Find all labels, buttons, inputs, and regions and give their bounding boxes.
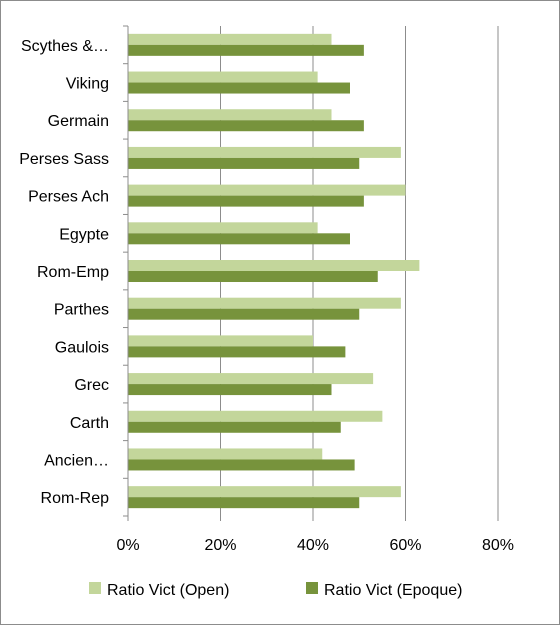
category-label: Grec	[74, 377, 109, 394]
bar-epoque	[128, 497, 360, 509]
bar-open	[128, 410, 383, 422]
bar-open	[128, 486, 401, 498]
bar-open	[128, 335, 313, 347]
bar-epoque	[128, 308, 360, 320]
legend-swatch-epoque	[306, 582, 318, 594]
legend-label-open: Ratio Vict (Open)	[107, 582, 229, 599]
category-label: Scythes &…	[21, 38, 109, 55]
category-label: Egypte	[59, 226, 109, 243]
bar-epoque	[128, 421, 341, 433]
category-label: Germain	[48, 113, 109, 130]
bar-open	[128, 146, 401, 158]
axes	[123, 25, 499, 521]
x-tick-label: 0%	[116, 537, 139, 554]
bar-epoque	[128, 346, 346, 358]
bar-open	[128, 109, 332, 121]
category-label: Perses Sass	[19, 151, 109, 168]
bar-epoque	[128, 271, 378, 282]
bar-open	[128, 373, 374, 385]
category-label: Rom-Emp	[37, 264, 109, 281]
category-labels: Scythes &… Viking Germain Perses Sass Perses…	[19, 38, 109, 507]
legend-label-epoque: Ratio Vict (Epoque)	[324, 582, 462, 599]
bar-epoque	[128, 120, 364, 132]
category-label: Carth	[70, 415, 109, 432]
bar-open	[128, 260, 420, 271]
bar-epoque	[128, 459, 355, 471]
category-label: Viking	[66, 76, 109, 93]
x-tick-labels: 0% 20% 40% 60% 80%	[116, 537, 514, 554]
bar-open	[128, 297, 401, 309]
legend: Ratio Vict (Open) Ratio Vict (Epoque)	[89, 582, 462, 599]
bar-open	[128, 71, 318, 83]
x-tick-label: 80%	[482, 537, 514, 554]
x-tick-label: 20%	[204, 537, 236, 554]
category-label: Gaulois	[55, 339, 109, 356]
category-label: Perses Ach	[28, 189, 109, 206]
bar-epoque	[128, 157, 360, 169]
bars	[128, 33, 420, 509]
bar-epoque	[128, 195, 364, 207]
x-tick-label: 60%	[389, 537, 421, 554]
bar-epoque	[128, 44, 364, 56]
category-label: Ancien…	[44, 452, 109, 469]
x-tick-label: 40%	[297, 537, 329, 554]
category-label: Rom-Rep	[41, 490, 110, 507]
bar-open	[128, 222, 318, 234]
bar-epoque	[128, 384, 332, 396]
bar-open	[128, 33, 332, 45]
bar-epoque	[128, 82, 350, 94]
category-label: Parthes	[54, 302, 109, 319]
bar-open	[128, 448, 323, 460]
bar-epoque	[128, 233, 350, 245]
legend-swatch-open	[89, 582, 101, 594]
bar-open	[128, 184, 406, 196]
